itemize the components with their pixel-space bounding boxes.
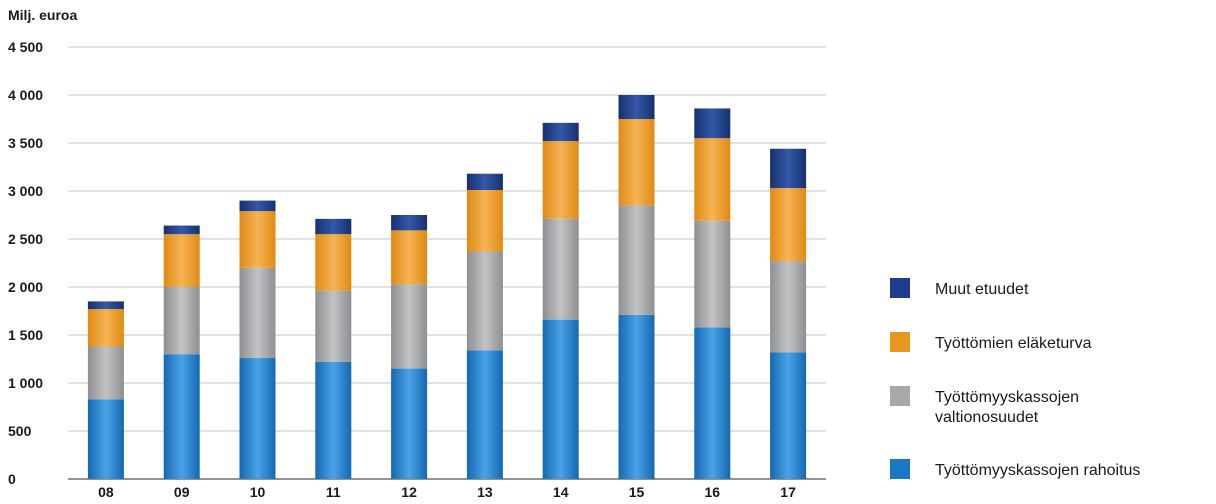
bar-segment-15-series-0 [618,314,655,479]
bar-segment-17-series-0 [770,352,807,479]
legend-label: Työttömyyskassojen rahoitus [935,462,1140,479]
bar-segment-17-series-3 [770,148,807,189]
legend-swatch-1 [890,386,910,406]
legend-label: Työttömyyskassojen [935,389,1079,406]
bar-segment-08-series-2 [87,309,124,347]
bar-segment-12-series-2 [391,230,428,285]
x-tick-label: 11 [326,484,341,500]
x-tick-label: 10 [250,484,266,500]
x-tick-label: 14 [553,484,569,500]
bar-segment-11-series-0 [315,361,352,479]
bar-segment-14-series-3 [542,122,579,142]
bar-segment-16-series-1 [694,220,731,328]
y-tick-label: 1 000 [8,375,43,391]
x-tick-label: 09 [174,484,190,500]
bar-segment-11-series-2 [315,234,352,291]
bar-segment-09-series-3 [163,225,200,235]
bar-segment-09-series-1 [163,287,200,355]
bars [87,95,807,479]
bar-segment-14-series-0 [542,319,579,479]
x-tick-label: 16 [705,484,721,500]
y-tick-label: 3 000 [8,183,43,199]
bar-segment-09-series-0 [163,354,200,479]
x-axis-ticks: 08 09 10 11 12 13 14 15 16 17 [98,484,796,500]
x-tick-label: 08 [98,484,114,500]
bar-segment-11-series-3 [315,218,352,235]
bar-segment-13-series-3 [466,173,503,191]
legend-label: Työttömien eläketurva [935,335,1092,352]
bar-segment-08-series-3 [87,301,124,310]
legend-swatch-3 [890,278,910,298]
legend: Muut etuudet Työttömien eläketurva Työttöm… [890,278,1140,479]
bar-segment-09-series-2 [163,234,200,287]
bar-segment-12-series-3 [391,215,428,231]
bar-segment-16-series-3 [694,108,731,139]
x-tick-label: 13 [477,484,493,500]
y-tick-label: 4 000 [8,87,43,103]
bar-segment-15-series-2 [618,119,655,206]
bar-segment-14-series-1 [542,218,579,320]
y-tick-label: 3 500 [8,135,43,151]
bar-segment-16-series-0 [694,327,731,479]
y-tick-label: 0 [8,471,16,487]
bar-segment-11-series-1 [315,290,352,362]
bar-segment-16-series-2 [694,138,731,221]
bar-segment-12-series-1 [391,284,428,369]
bar-segment-13-series-2 [466,190,503,252]
x-tick-label: 12 [401,484,417,500]
bar-segment-13-series-0 [466,350,503,479]
bar-segment-12-series-0 [391,368,428,479]
bar-segment-13-series-1 [466,251,503,351]
x-tick-label: 17 [780,484,796,500]
bar-segment-10-series-2 [239,211,276,268]
y-tick-label: 500 [8,423,32,439]
bar-segment-15-series-1 [618,205,655,315]
bar-segment-17-series-1 [770,261,807,353]
legend-label: valtionosuudet [935,409,1039,426]
y-tick-label: 1 500 [8,327,43,343]
bar-segment-10-series-0 [239,358,276,479]
bar-segment-10-series-3 [239,200,276,212]
y-tick-label: 2 500 [8,231,43,247]
legend-swatch-0 [890,459,910,479]
y-tick-label: 4 500 [8,39,43,55]
legend-swatch-2 [890,332,910,352]
bar-segment-10-series-1 [239,267,276,359]
x-tick-label: 15 [629,484,645,500]
y-tick-label: 2 000 [8,279,43,295]
legend-label: Muut etuudet [935,281,1029,298]
bar-segment-08-series-0 [87,399,124,479]
bar-segment-14-series-2 [542,141,579,219]
bar-segment-08-series-1 [87,346,124,400]
bar-segment-15-series-3 [618,95,655,119]
y-axis-title: Milj. euroa [8,7,77,23]
y-axis-ticks: 0 500 1 000 1 500 2 000 2 500 3 000 3 500 4 000 4… [8,39,43,487]
bar-segment-17-series-2 [770,188,807,262]
